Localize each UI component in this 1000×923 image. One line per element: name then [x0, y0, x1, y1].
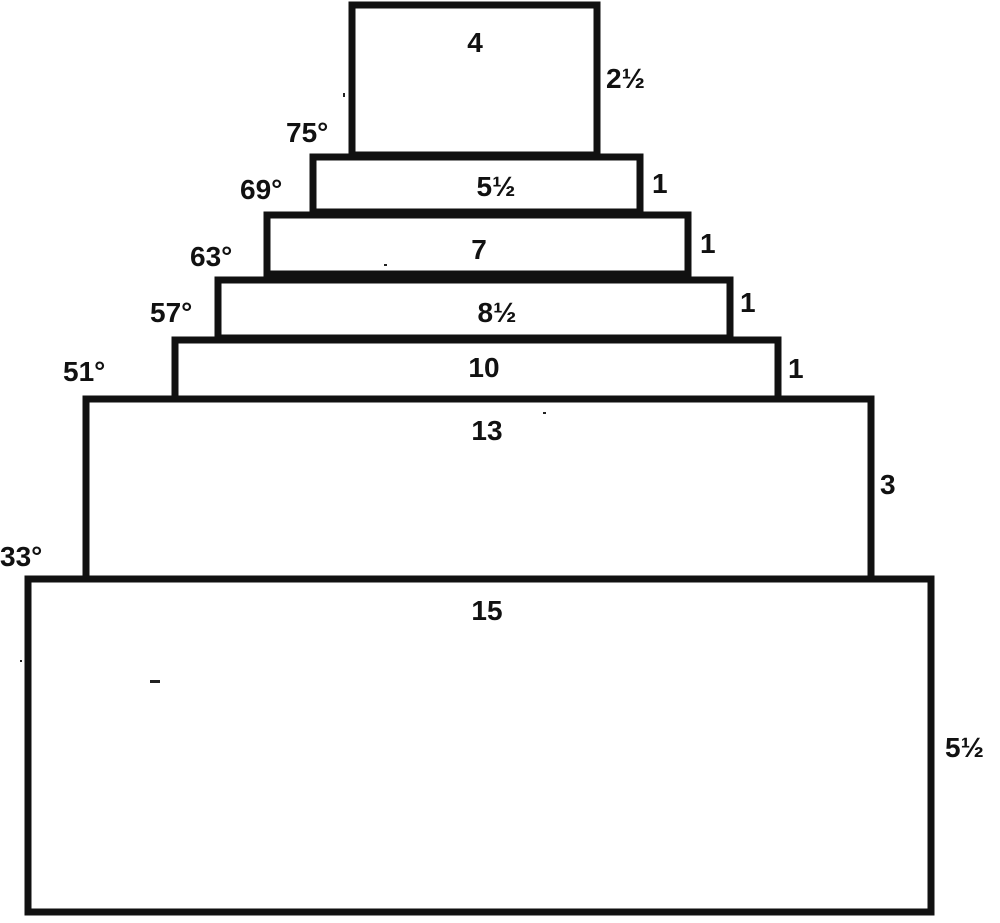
tier-6-height-label: 3 [880, 469, 896, 500]
tier-4-height-label: 1 [740, 287, 756, 318]
tier-3-height-label: 1 [700, 228, 716, 259]
tier-1-height-label: 2½ [606, 63, 645, 94]
speck [343, 93, 345, 97]
speck [150, 680, 160, 683]
scan-specks [20, 93, 546, 683]
tier-5: 10 1 51° [63, 336, 804, 403]
tier-2-box [309, 153, 644, 216]
tier-1: 4 2½ 75° [286, 1, 645, 159]
speck [384, 264, 387, 266]
tier-6-box [82, 395, 875, 583]
tier-2-angle-label: 69° [240, 174, 282, 205]
tier-5-height-label: 1 [788, 353, 804, 384]
tier-4-width-label: 8½ [478, 297, 517, 328]
tier-3: 7 1 63° [190, 211, 716, 278]
tier-4: 8½ 1 57° [150, 276, 756, 342]
tier-1-box [348, 1, 601, 159]
tier-1-angle-label: 75° [286, 117, 328, 148]
tier-7-box [24, 575, 935, 916]
tier-3-width-label: 7 [471, 234, 487, 265]
speck [543, 412, 546, 414]
tier-1-width-label: 4 [467, 27, 483, 58]
tier-3-angle-label: 63° [190, 241, 232, 272]
tier-6-width-label: 13 [471, 415, 502, 446]
tier-7-width-label: 15 [471, 595, 502, 626]
tier-2: 5½ 1 69° [240, 153, 668, 216]
tier-7: 15 5½ [24, 575, 984, 916]
tier-5-width-label: 10 [468, 352, 499, 383]
tier-4-angle-label: 57° [150, 297, 192, 328]
tier-4-box [214, 276, 734, 342]
tier-6-angle-label: 33° [0, 541, 42, 572]
tier-7-height-label: 5½ [945, 732, 984, 763]
tier-2-height-label: 1 [652, 168, 668, 199]
speck [20, 660, 22, 662]
tier-6: 13 3 33° [0, 395, 896, 583]
tier-2-width-label: 5½ [477, 171, 516, 202]
tier-5-angle-label: 51° [63, 356, 105, 387]
tier-5-box [171, 336, 782, 403]
